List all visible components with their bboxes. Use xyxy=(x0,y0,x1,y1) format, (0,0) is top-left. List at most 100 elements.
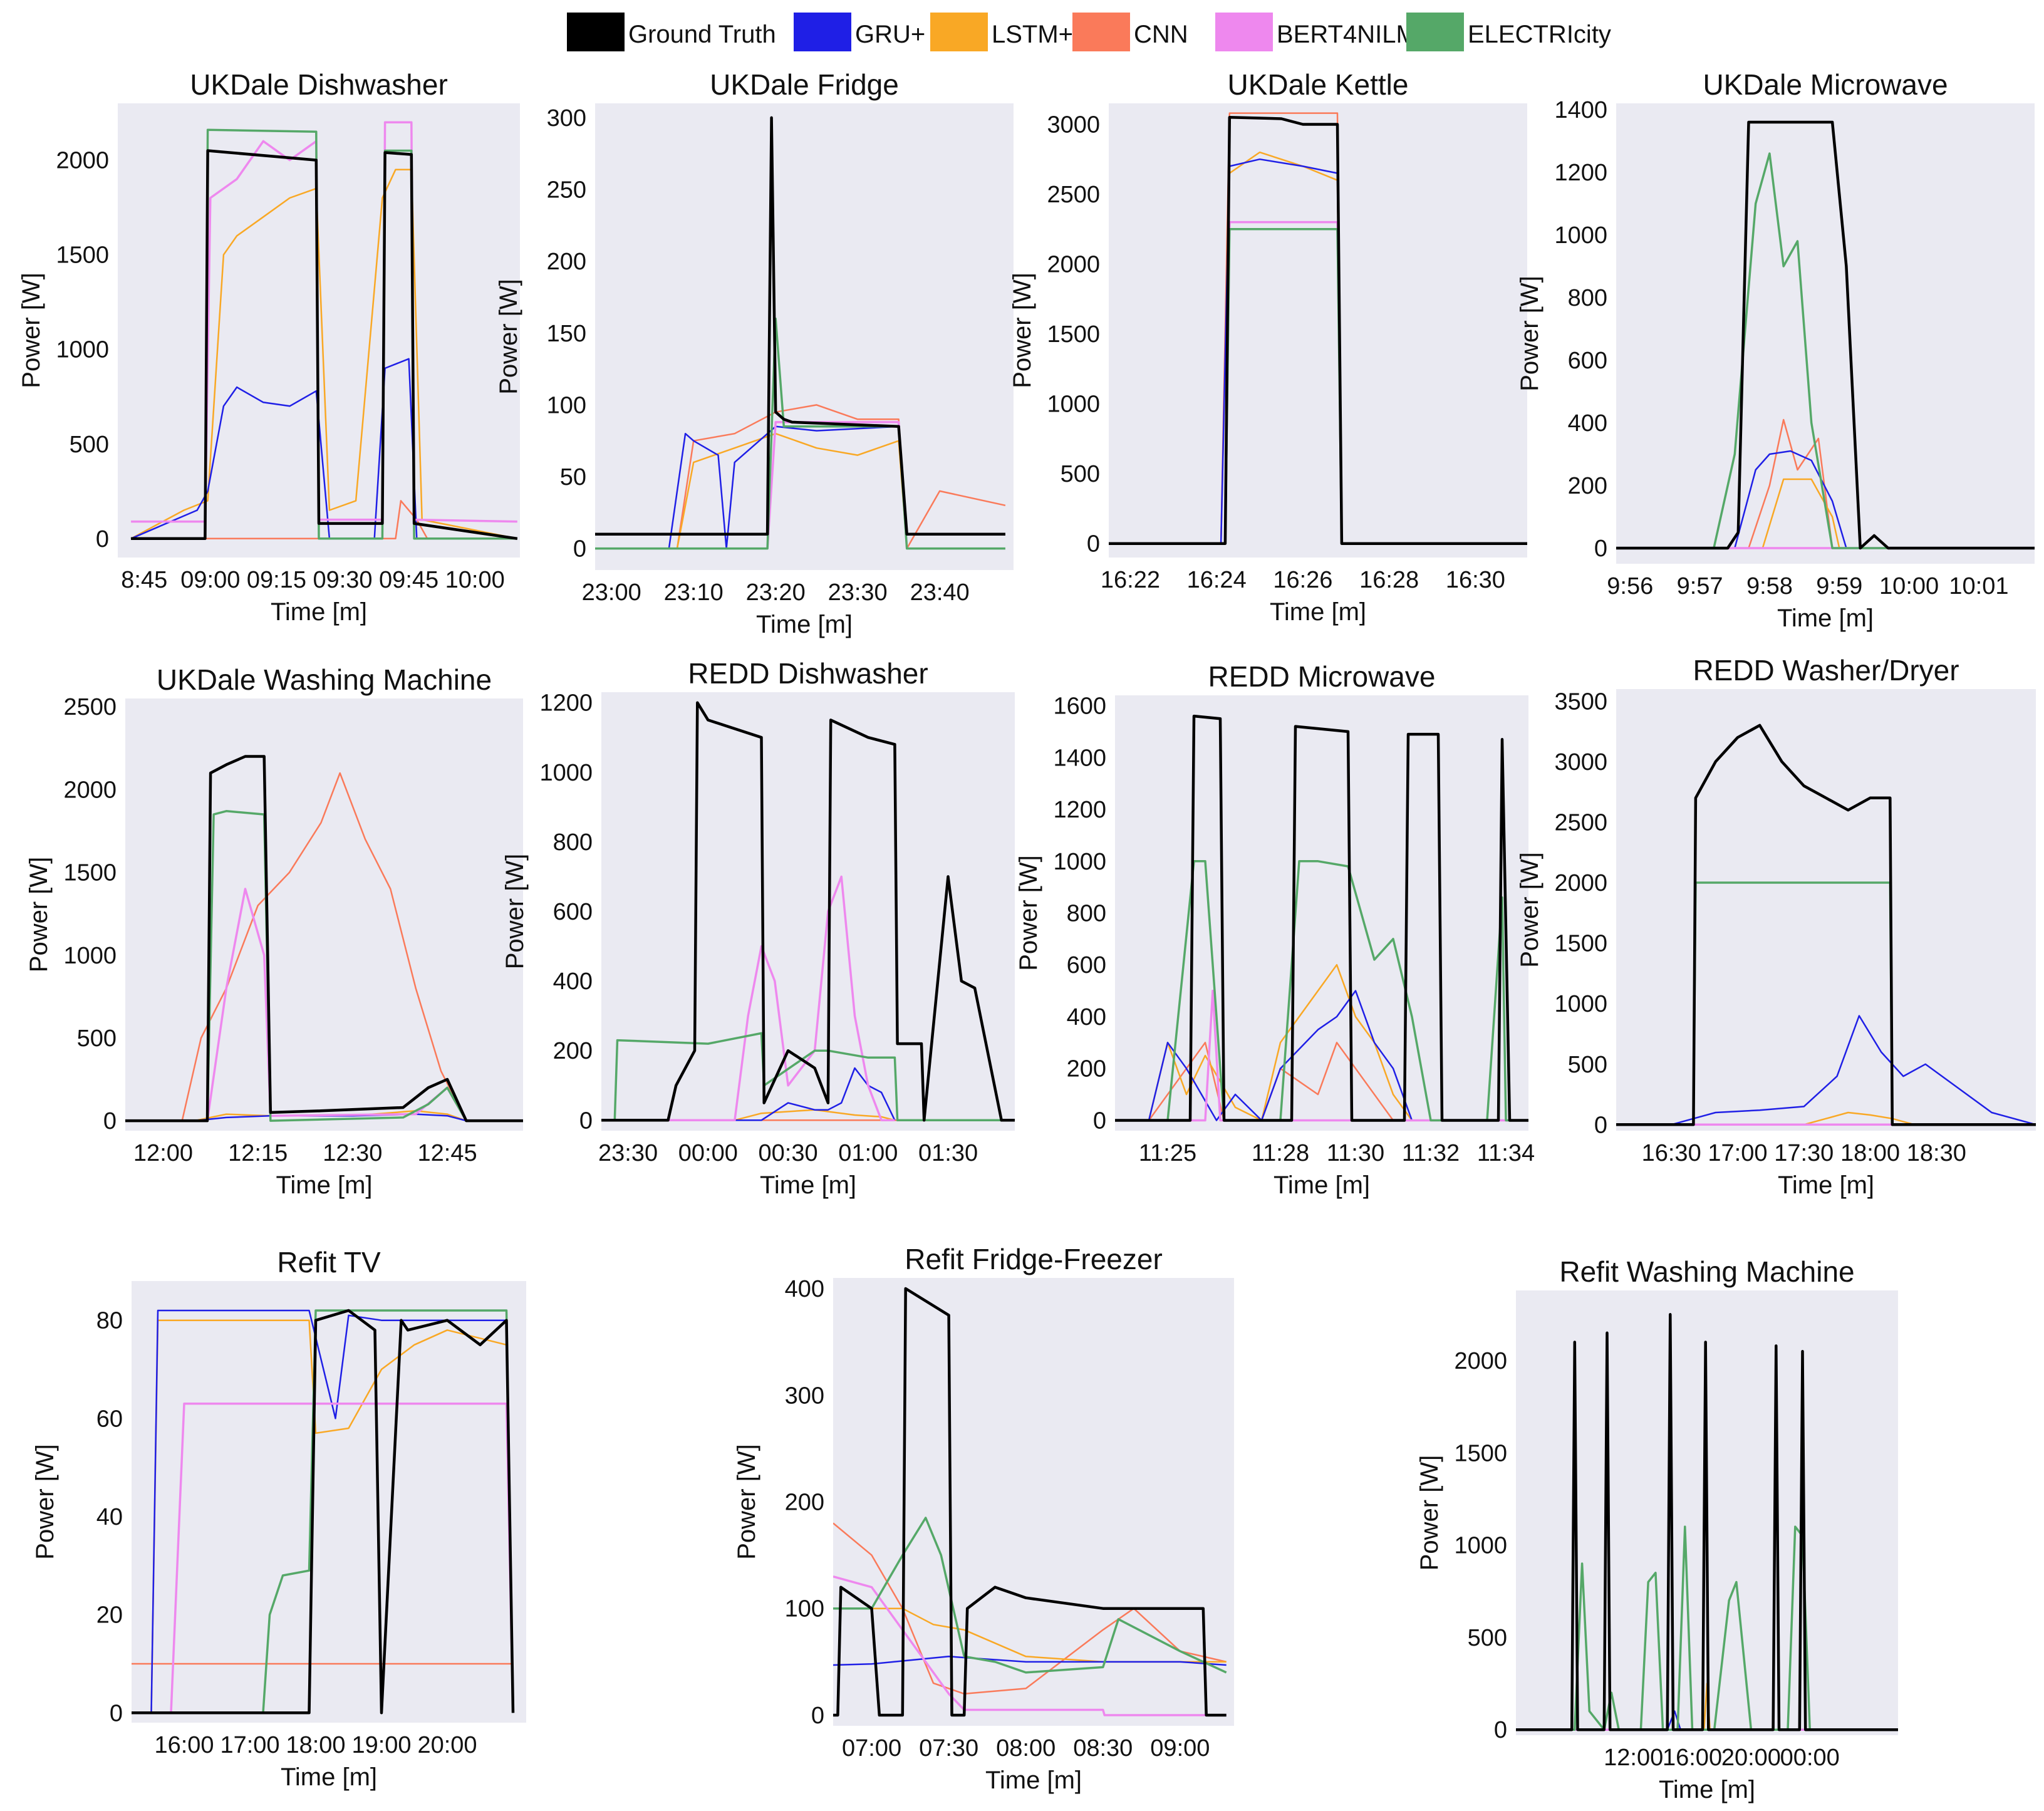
x-axis-label: Time [m] xyxy=(985,1767,1082,1794)
y-tick-label: 150 xyxy=(547,321,586,347)
y-tick-label: 500 xyxy=(1468,1625,1507,1651)
series-line-gru xyxy=(668,425,908,549)
y-tick-label: 0 xyxy=(103,1108,117,1134)
series-line-ground-truth xyxy=(1115,714,1528,1122)
chart-title: REDD Washer/Dryer xyxy=(1693,654,1959,687)
series-line-electricity xyxy=(833,1517,1227,1674)
y-axis-label: Power [W] xyxy=(25,857,53,972)
x-tick-label: 09:45 xyxy=(379,567,438,593)
y-tick-label: 1500 xyxy=(1554,931,1607,957)
x-tick-label: 20:00 xyxy=(1721,1745,1781,1771)
series-line-gru xyxy=(1734,450,1847,549)
x-tick-label: 11:32 xyxy=(1402,1140,1460,1166)
x-tick-label: 16:00 xyxy=(154,1732,214,1758)
series-line-gru xyxy=(1616,1015,2036,1126)
chart-redd-washer-dryer: REDD Washer/Dryer 0 500 1000 1500 2000 2500 300… xyxy=(1516,654,2036,1199)
x-tick-label: 01:00 xyxy=(838,1140,898,1166)
y-tick-label: 200 xyxy=(785,1490,824,1516)
plot-area xyxy=(1109,103,1527,558)
y-tick-label: 2000 xyxy=(1454,1348,1507,1374)
y-tick-label: 3500 xyxy=(1554,688,1607,715)
x-tick-label: 09:30 xyxy=(313,567,372,593)
y-tick-label: 1400 xyxy=(1053,745,1106,771)
y-tick-label: 800 xyxy=(553,829,593,856)
y-axis-label: Power [W] xyxy=(1416,1455,1443,1570)
x-tick-label: 12:00 xyxy=(1604,1745,1663,1771)
x-axis-label: Time [m] xyxy=(1659,1776,1755,1803)
plot-area xyxy=(125,698,523,1131)
series-line-ground-truth xyxy=(132,1309,515,1715)
y-tick-label: 1200 xyxy=(1554,160,1607,186)
series-line-cnn xyxy=(181,772,467,1121)
y-tick-label: 2500 xyxy=(63,694,117,720)
x-tick-label: 10:00 xyxy=(445,567,505,593)
chart-title: Refit Fridge-Freezer xyxy=(905,1243,1163,1275)
x-tick-label: 23:30 xyxy=(828,579,888,606)
legend-label-electricity: ELECTRIcity xyxy=(1468,21,1611,48)
y-tick-label: 0 xyxy=(1594,536,1607,562)
chart-title: UKDale Microwave xyxy=(1703,68,1948,101)
y-tick-label: 0 xyxy=(1093,1108,1106,1134)
y-axis-label: Power [W] xyxy=(501,854,529,969)
x-tick-label: 17:00 xyxy=(1708,1140,1767,1166)
y-tick-label: 40 xyxy=(96,1504,123,1530)
x-tick-label: 18:30 xyxy=(1907,1140,1966,1166)
x-tick-label: 17:30 xyxy=(1774,1140,1834,1166)
y-tick-label: 600 xyxy=(1568,348,1607,374)
chart-redd-dishwasher: REDD Dishwasher 0 200 400 600 800 1000 1200 23:3… xyxy=(501,657,1015,1199)
y-tick-label: 1000 xyxy=(1554,222,1607,249)
x-tick-label: 12:30 xyxy=(323,1140,382,1166)
y-tick-label: 200 xyxy=(547,249,586,275)
x-tick-label: 19:00 xyxy=(351,1732,411,1758)
legend-swatch-cnn xyxy=(1072,13,1130,51)
chart-title: REDD Microwave xyxy=(1208,660,1436,693)
y-tick-label: 500 xyxy=(1061,461,1100,487)
series-line-ground-truth xyxy=(131,149,518,541)
legend-swatch-lstm xyxy=(930,13,988,51)
y-tick-label: 800 xyxy=(1568,285,1607,311)
y-tick-label: 2500 xyxy=(1047,182,1100,208)
series-line-ground-truth xyxy=(595,116,1005,536)
x-tick-label: 11:25 xyxy=(1139,1140,1196,1166)
x-tick-label: 23:30 xyxy=(598,1140,658,1166)
chart-title: UKDale Kettle xyxy=(1228,68,1409,101)
y-tick-label: 1000 xyxy=(63,943,117,969)
y-axis-label: Power [W] xyxy=(495,279,522,394)
series-line-electricity xyxy=(132,1309,514,1715)
y-tick-label: 400 xyxy=(1067,1004,1106,1030)
chart-title: REDD Dishwasher xyxy=(688,657,928,690)
series-line-bert4nilm xyxy=(833,1575,1227,1716)
y-tick-label: 1200 xyxy=(1053,797,1106,823)
series-line-lstm xyxy=(1761,478,1840,549)
x-axis-label: Time [m] xyxy=(1270,598,1366,626)
series-line-gru xyxy=(833,1656,1227,1666)
x-tick-label: 16:30 xyxy=(1642,1140,1701,1166)
y-axis-label: Power [W] xyxy=(1015,855,1042,970)
y-tick-label: 1500 xyxy=(1047,321,1100,348)
y-tick-label: 0 xyxy=(96,526,109,553)
x-tick-label: 16:26 xyxy=(1273,567,1332,593)
x-axis-label: Time [m] xyxy=(756,611,853,638)
series-line-electricity xyxy=(125,810,523,1122)
y-tick-label: 0 xyxy=(573,536,586,563)
legend-label-bert4nilm: BERT4NILM xyxy=(1277,21,1417,48)
y-tick-label: 300 xyxy=(785,1383,824,1409)
chart-refit-fridge-freezer: Refit Fridge-Freezer 0 100 200 300 400 07:00 07… xyxy=(733,1243,1234,1794)
chart-title: UKDale Dishwasher xyxy=(190,68,448,101)
legend-swatch-ground-truth xyxy=(567,13,625,51)
x-axis-label: Time [m] xyxy=(281,1763,377,1791)
chart-ukdale-kettle: UKDale Kettle 0 500 1000 1500 2000 2500 3000 16:… xyxy=(1009,68,1527,626)
series-line-lstm xyxy=(676,432,908,549)
y-tick-label: 3000 xyxy=(1047,112,1100,138)
series-line-gru xyxy=(601,1067,896,1121)
y-tick-label: 1000 xyxy=(1053,849,1106,875)
x-tick-label: 01:30 xyxy=(918,1140,978,1166)
x-tick-label: 17:00 xyxy=(220,1732,279,1758)
x-axis-label: Time [m] xyxy=(760,1171,856,1199)
series-line-electricity xyxy=(1616,152,2035,549)
series-line-ground-truth xyxy=(1109,116,1527,545)
chart-ukdale-washing-machine: UKDale Washing Machine 0 500 1000 1500 2000 25… xyxy=(25,663,523,1199)
y-axis-label: Power [W] xyxy=(733,1444,760,1559)
y-axis-label: Power [W] xyxy=(1516,276,1543,391)
